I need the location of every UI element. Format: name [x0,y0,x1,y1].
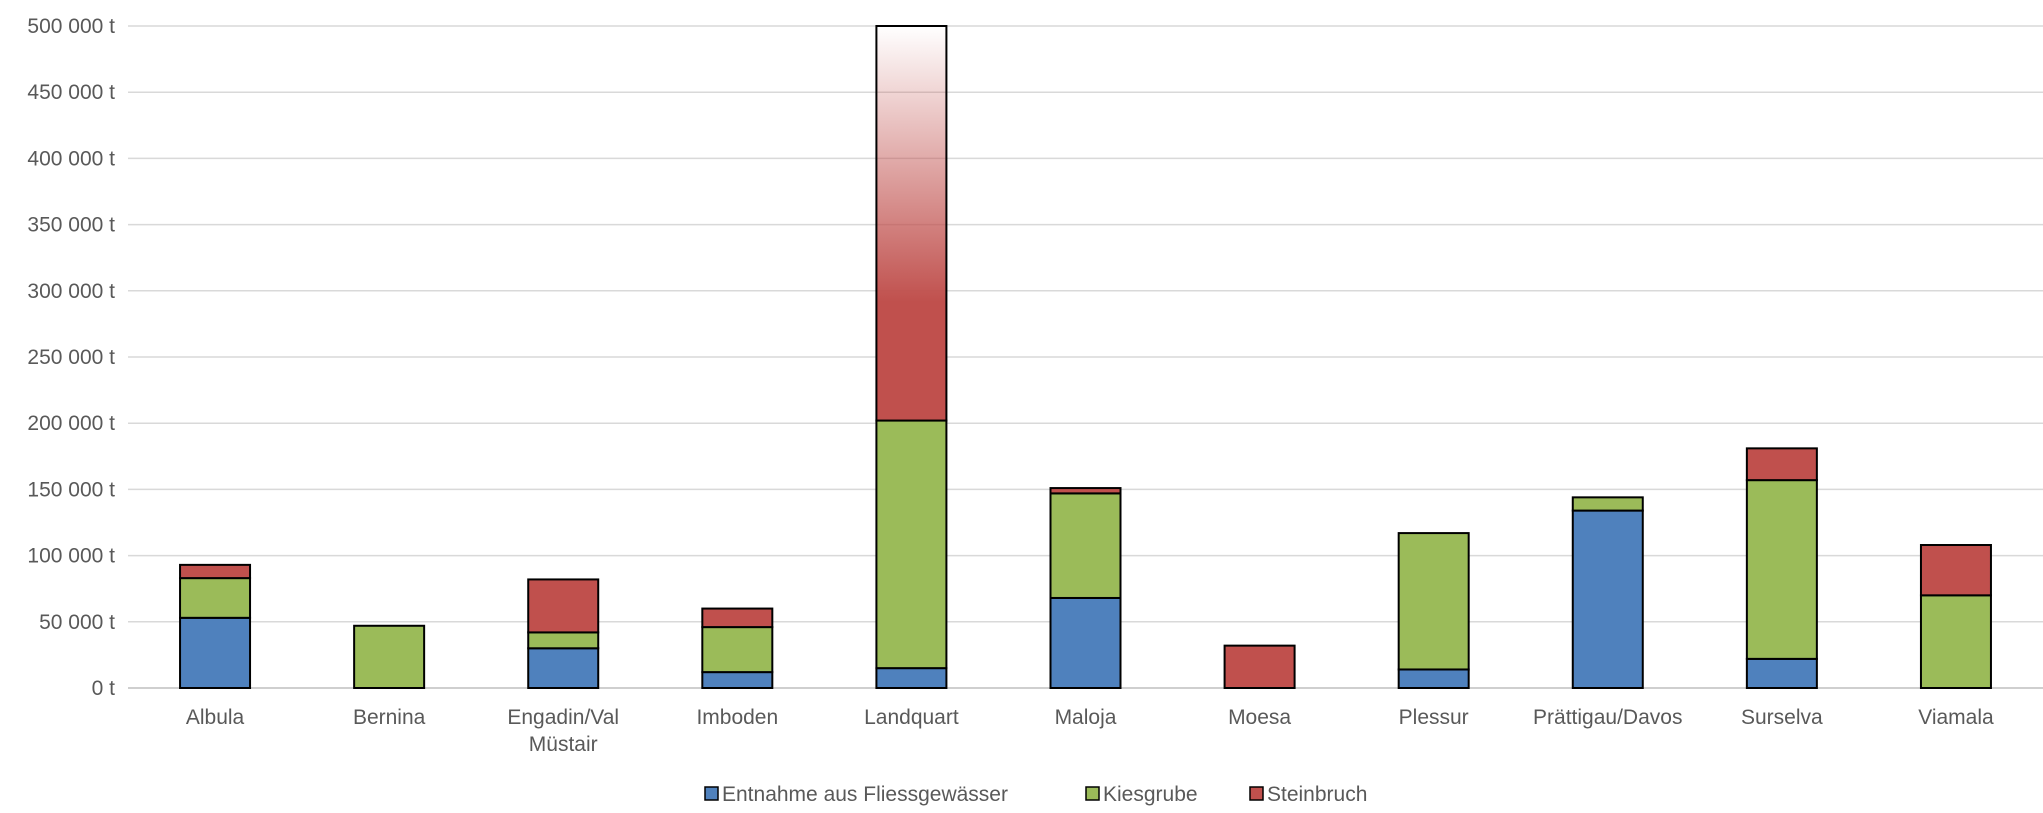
y-tick-label: 400 000 t [27,147,115,170]
bar-segment [1049,487,1122,495]
bar-segment [1397,668,1470,689]
y-tick-label: 100 000 t [27,545,115,568]
bar-segment [701,626,774,674]
bar-segment [875,419,948,670]
category-label: Moesa [1228,706,1291,729]
bar-segment [1223,644,1296,690]
legend-item: Kiesgrube [1085,783,1198,806]
category-label: Viamala [1918,706,1994,729]
bar-stack [1571,496,1644,690]
bar-segment [527,631,600,650]
y-tick-label: 300 000 t [27,280,115,303]
bar-segment [1571,496,1644,512]
legend-label: Kiesgrube [1103,783,1198,806]
bar-segment [1571,509,1644,690]
bar-segment [1919,544,1992,597]
legend-item: Entnahme aus Fliessgewässer [704,783,1008,806]
legend-label: Entnahme aus Fliessgewässer [722,783,1008,806]
legend-item: Steinbruch [1249,783,1367,806]
bar-segment [875,667,948,690]
y-tick-label: 50 000 t [39,611,115,634]
category-label: Plessur [1399,706,1469,729]
bar-segment [179,563,252,580]
bar-stack [701,607,774,689]
bar-segment [1049,492,1122,599]
bar-segment [1919,594,1992,690]
bars [179,25,1992,690]
y-tick-label: 150 000 t [27,478,115,501]
legend-swatch [1085,786,1100,801]
category-label: Bernina [353,706,426,729]
bar-stack [875,25,948,690]
category-label: Albula [186,706,245,729]
y-tick-label: 200 000 t [27,412,115,435]
bar-segment [179,577,252,619]
bar-segment [1745,657,1818,690]
bar-stack [527,578,600,690]
bar-stack [1397,532,1470,689]
category-label: Maloja [1055,706,1117,729]
bar-segment [1745,479,1818,660]
bar-stack [179,563,252,689]
bar-segment [353,624,426,689]
category-label: Landquart [864,706,959,729]
bar-segment [1745,447,1818,482]
legend: Entnahme aus Fliessgewässer Kiesgrube Stei… [704,783,1367,806]
bar-segment [1049,596,1122,690]
bar-segment [701,607,774,629]
bar-segment [1397,532,1470,671]
legend-label: Steinbruch [1267,783,1367,806]
y-tick-label: 450 000 t [27,81,115,104]
y-axis: 0 t 50 000 t 100 000 t 150 000 t 200 000 t 25… [27,15,115,700]
category-label: Imboden [696,706,778,729]
bar-stack [1223,644,1296,690]
bar-segment [701,671,774,689]
bar-segment [527,578,600,634]
y-tick-label: 350 000 t [27,214,115,237]
y-tick-label: 500 000 t [27,15,115,38]
bar-stack [1745,447,1818,690]
bar-segment [875,25,948,422]
gridlines [128,25,2043,689]
bar-segment [527,647,600,690]
category-label: Engadin/Val Müstair [507,706,619,756]
bar-stack [353,624,426,689]
bar-segment [179,616,252,689]
legend-swatch [1249,786,1264,801]
x-axis: Albula Bernina Engadin/Val Müstair Imboden La… [186,706,1994,756]
y-tick-label: 250 000 t [27,346,115,369]
bar-stack [1919,544,1992,690]
legend-swatch [704,786,719,801]
category-label: Prättigau/Davos [1533,706,1682,729]
bar-stack [1049,487,1122,690]
y-tick-label: 0 t [92,677,116,700]
category-label: Surselva [1741,706,1823,729]
